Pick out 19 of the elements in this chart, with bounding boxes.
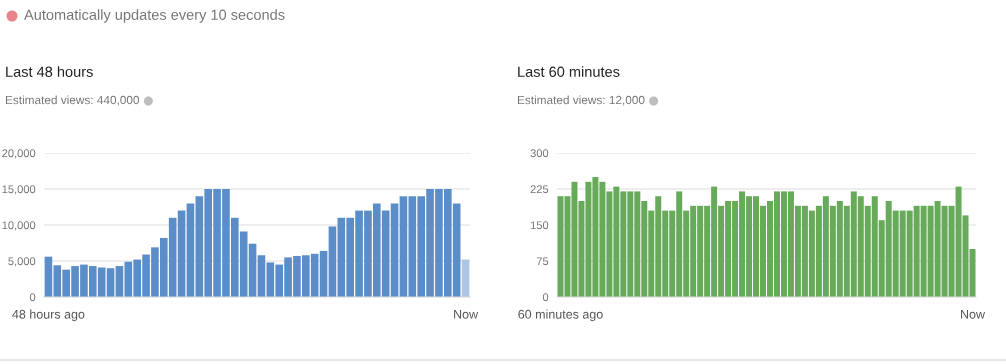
y-tick-label: 0 <box>29 293 36 302</box>
y-tick-label: 225 <box>530 185 549 194</box>
y-tick-label: 10,000 <box>2 221 36 231</box>
y-tick-label: 0 <box>542 293 549 302</box>
x-tick-label: 60 minutes ago <box>518 309 603 322</box>
text: Automatically updates every 10 seconds <box>24 9 285 23</box>
y-tick-label: 5,000 <box>8 257 36 267</box>
chart-title: Last 48 hours <box>6 66 93 77</box>
x-tick-label: Now <box>454 309 479 319</box>
y-tick-label: 300 <box>530 149 549 158</box>
y-tick-label: 75 <box>536 257 549 266</box>
x-tick-label: Now <box>961 309 986 319</box>
y-tick-label: 20,000 <box>2 149 36 159</box>
chart-title: Last 60 minutes <box>518 66 620 77</box>
x-tick-label: 48 hours ago <box>12 309 85 322</box>
chart-subtitle: Estimated views: 12,000 <box>517 95 645 106</box>
y-tick-label: 150 <box>530 221 549 230</box>
y-tick-label: 15,000 <box>2 185 36 195</box>
chart-subtitle: Estimated views: 440,000 <box>5 95 140 106</box>
